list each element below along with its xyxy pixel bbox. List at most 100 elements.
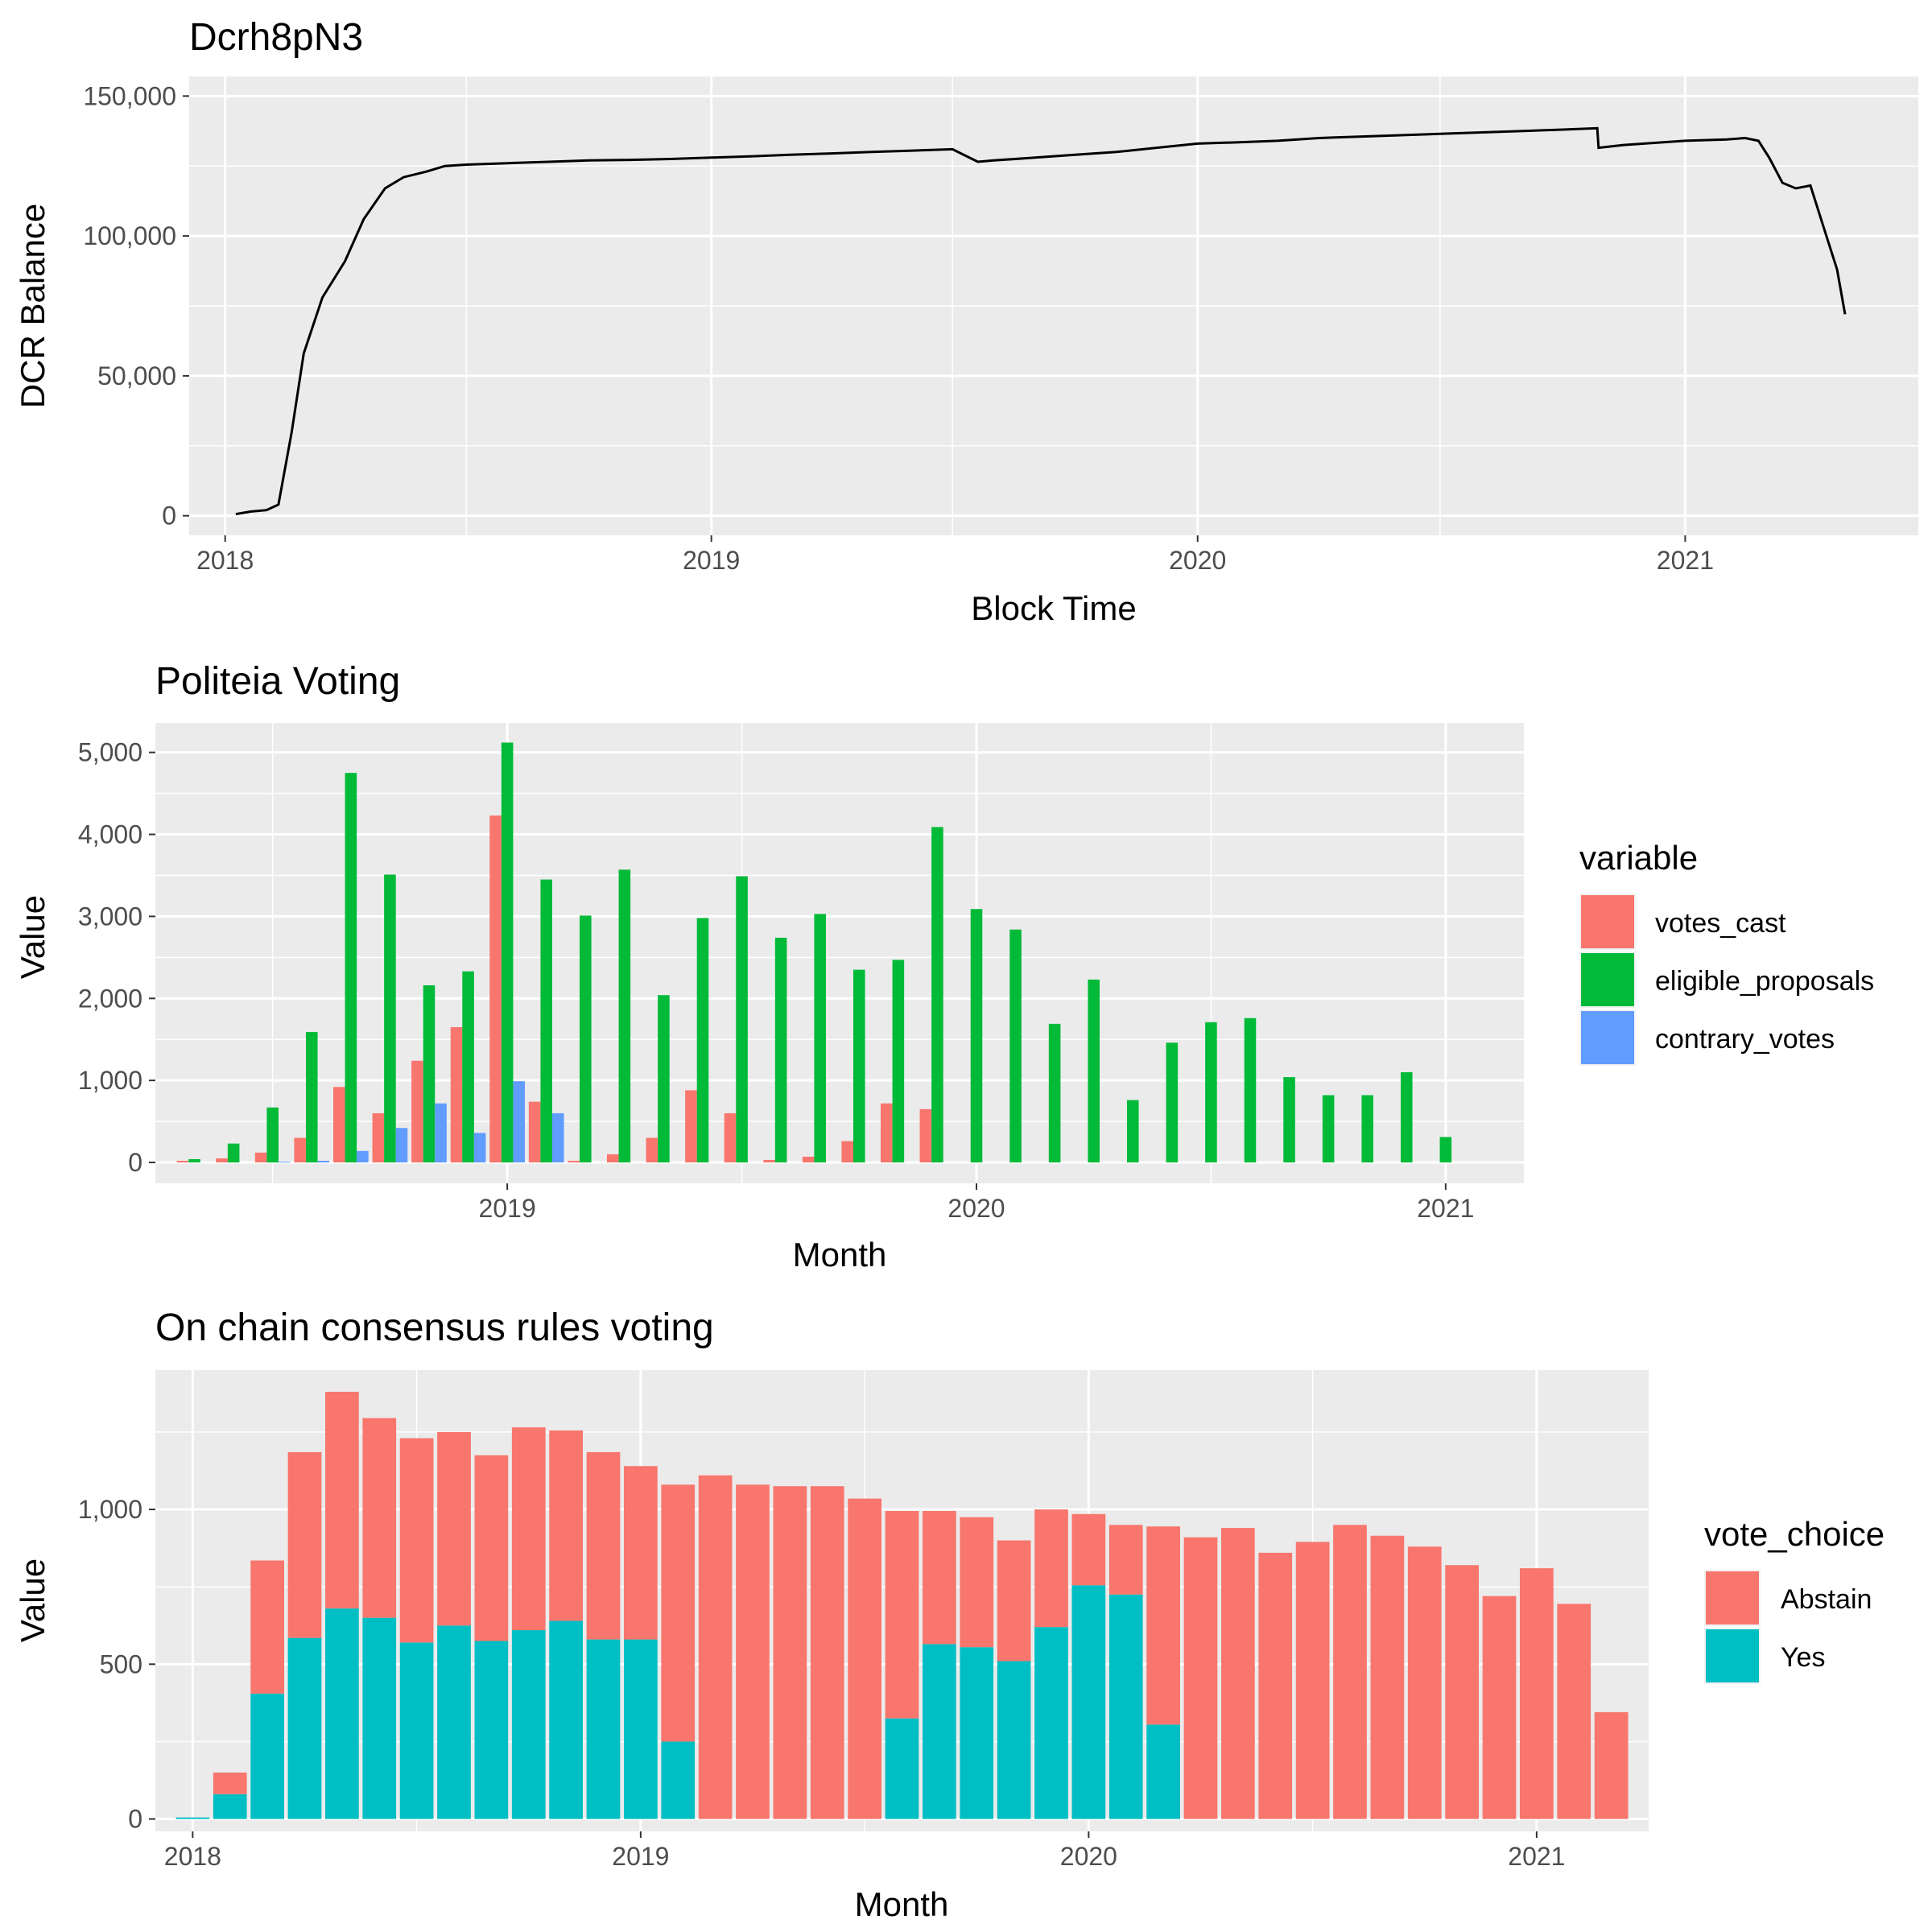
politeia-bar-votes-cast [528,1101,541,1163]
consensus-bar-yes [511,1630,546,1819]
politeia-y-tick-label: 0 [128,1148,142,1177]
consensus-x-tick-label: 2021 [1508,1842,1565,1871]
consensus-x-tick-label: 2018 [164,1842,221,1871]
politeia-y-tick-label: 5,000 [78,738,142,767]
legend-label-contrary-votes: contrary_votes [1655,1024,1835,1055]
consensus-bar-abstain [773,1486,807,1819]
consensus-bar-yes [923,1644,956,1819]
politeia-bar-eligible-proposals [1283,1077,1295,1163]
balance-x-tick-label: 2020 [1169,546,1226,575]
consensus-bar-abstain [213,1772,247,1794]
consensus-bar-abstain [287,1451,322,1638]
politeia-bar-eligible-proposals [1205,1022,1217,1163]
politeia-bar-eligible-proposals [1127,1100,1139,1163]
consensus-bar-yes [1108,1594,1143,1819]
balance-y-axis: 0 50,000 100,000 150,000 [83,81,189,530]
politeia-bar-eligible-proposals [501,742,514,1163]
consensus-y-tick-label: 500 [100,1649,142,1678]
balance-minor-grid [189,76,1918,535]
consensus-bar-yes [287,1637,322,1819]
consensus-bar-abstain [810,1486,844,1819]
consensus-bar-abstain [1183,1537,1218,1819]
politeia-chart-title: Politeia Voting [155,660,400,703]
balance-y-axis-title: DCR Balance [14,204,52,408]
politeia-bar-votes-cast [685,1090,697,1163]
politeia-bar-eligible-proposals [580,915,592,1163]
politeia-x-axis: 2019 2020 2021 [479,1194,1475,1223]
consensus-bar-yes [624,1639,658,1819]
consensus-bar-abstain [474,1455,509,1641]
consensus-x-axis-title: Month [855,1885,949,1923]
politeia-bar-votes-cast [489,815,502,1163]
politeia-bar-eligible-proposals [345,773,357,1163]
consensus-bar-abstain [511,1427,546,1631]
politeia-bar-votes-cast [919,1108,932,1163]
consensus-bar-abstain [661,1484,696,1742]
balance-series-line [235,126,1847,516]
politeia-bar-eligible-proposals [1166,1042,1179,1163]
balance-x-tick-label: 2021 [1657,546,1714,575]
consensus-x-axis: 2018 2019 2020 2021 [164,1842,1566,1871]
politeia-bar-eligible-proposals [853,969,865,1163]
consensus-legend: vote_choice Abstain Yes [1704,1515,1885,1684]
politeia-bar-votes-cast [254,1152,267,1163]
consensus-bar-abstain [624,1466,658,1640]
consensus-chart-title: On chain consensus rules voting [155,1307,714,1349]
politeia-bar-eligible-proposals [618,869,631,1163]
politeia-bars [176,742,1452,1163]
consensus-bar-yes [325,1608,359,1819]
politeia-bar-eligible-proposals [1401,1071,1413,1163]
consensus-bar-abstain [1557,1604,1591,1819]
consensus-bar-abstain [1034,1509,1068,1628]
consensus-bar-abstain [1370,1535,1405,1819]
politeia-bar-eligible-proposals [736,876,748,1163]
consensus-bar-abstain [736,1484,770,1819]
consensus-bar-abstain [698,1475,733,1819]
consensus-bar-abstain [437,1431,471,1626]
politeia-bar-votes-cast [294,1137,306,1163]
politeia-bar-eligible-proposals [1244,1018,1257,1163]
politeia-bar-contrary-votes [435,1103,447,1163]
consensus-bar-yes [1146,1724,1180,1819]
consensus-bar-yes [437,1625,471,1819]
consensus-bar-abstain [250,1560,284,1694]
consensus-bar-yes [997,1661,1031,1819]
politeia-bar-eligible-proposals [227,1143,240,1163]
legend-label-abstain: Abstain [1781,1584,1872,1615]
politeia-y-tick-label: 3,000 [78,902,142,931]
politeia-x-tick-label: 2021 [1417,1194,1474,1223]
consensus-bar-abstain [1482,1596,1517,1819]
politeia-bar-contrary-votes [513,1081,525,1163]
consensus-y-axis-title: Value [14,1558,52,1642]
politeia-bar-votes-cast [216,1158,228,1163]
politeia-bar-eligible-proposals [1322,1095,1335,1163]
politeia-bar-votes-cast [646,1137,658,1163]
politeia-bar-eligible-proposals [658,995,670,1163]
politeia-bar-eligible-proposals [462,971,474,1163]
balance-x-axis: 2018 2019 2020 2021 [196,546,1714,575]
politeia-bar-votes-cast [411,1060,423,1163]
politeia-bar-eligible-proposals [188,1158,200,1163]
politeia-bar-votes-cast [763,1159,775,1163]
consensus-bar-abstain [1520,1568,1554,1819]
legend-item-contrary-votes: contrary_votes [1579,1009,1835,1066]
politeia-bar-votes-cast [372,1113,385,1163]
politeia-bar-votes-cast [333,1087,345,1163]
politeia-y-tick-label: 2,000 [78,984,142,1013]
consensus-bar-yes [399,1642,434,1819]
consensus-bar-abstain [325,1391,359,1609]
politeia-bar-eligible-proposals [540,879,552,1163]
consensus-y-tick-label: 1,000 [78,1495,142,1524]
consensus-bar-abstain [362,1418,397,1618]
politeia-bar-eligible-proposals [1048,1023,1061,1163]
legend-label-yes: Yes [1781,1642,1825,1673]
politeia-bar-eligible-proposals [774,937,787,1163]
consensus-bar-yes [362,1617,397,1819]
politeia-bar-eligible-proposals [1361,1095,1373,1163]
consensus-bar-abstain [1407,1546,1442,1819]
politeia-panel: Politeia Voting 0 1,000 2,000 3,000 4,00… [14,660,1874,1274]
legend-swatch-abstain [1706,1571,1759,1624]
balance-panel: Dcrh8pN3 0 50,000 100,000 150,000 2018 2… [14,16,1918,627]
consensus-bar-yes [1071,1585,1106,1819]
consensus-bar-abstain [1108,1525,1143,1595]
